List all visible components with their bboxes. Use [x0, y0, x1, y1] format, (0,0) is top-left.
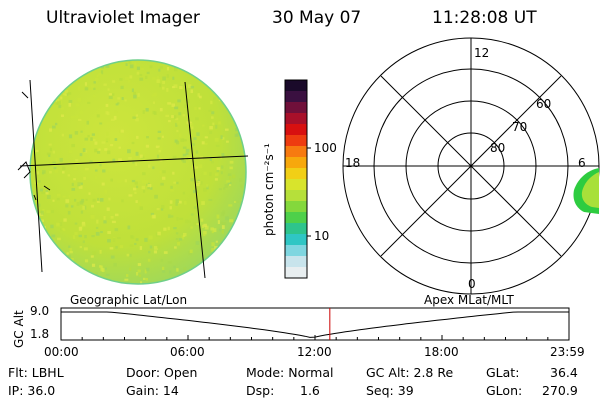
- time-label: 11:28:08 UT: [432, 8, 537, 28]
- status-filter: Flt: LBHL: [8, 365, 64, 380]
- status-glon-label: GLon:: [486, 383, 523, 398]
- geo-grid: [17, 79, 249, 279]
- status-dsp-value: 1.6: [300, 383, 320, 398]
- apex-caption: Apex MLat/MLT: [424, 293, 514, 307]
- colorbar-tick-100: 100: [314, 141, 337, 155]
- x-tick-1800: 18:00: [424, 345, 459, 359]
- mlt-6-label: 6: [578, 156, 586, 170]
- y-tick-top: 9.0: [30, 304, 50, 318]
- mlt-12-label: 12: [474, 46, 490, 60]
- status-door: Door: Open: [126, 365, 198, 380]
- status-dsp-label: Dsp:: [246, 383, 275, 398]
- status-seq: Seq: 39: [366, 383, 414, 398]
- status-gc-alt: GC Alt: 2.8 Re: [366, 365, 454, 380]
- date-label: 30 May 07: [272, 8, 362, 28]
- polar-grid: [342, 37, 600, 295]
- colorbar: [284, 79, 311, 279]
- polar-aurora-patch: [573, 168, 599, 214]
- mlt-18-label: 18: [345, 156, 361, 170]
- lat-70-label: 70: [512, 120, 528, 134]
- status-glon-value: 270.9: [542, 383, 578, 398]
- lat-60-label: 60: [536, 97, 552, 111]
- status-glat-value: 36.4: [550, 365, 578, 380]
- instrument-title: Ultraviolet Imager: [46, 8, 200, 28]
- status-mode: Mode: Normal: [246, 365, 334, 380]
- y-tick-bottom: 1.8: [30, 327, 50, 341]
- lat-80-label: 80: [490, 141, 506, 155]
- geo-caption: Geographic Lat/Lon: [70, 293, 188, 307]
- x-tick-0000: 00:00: [44, 345, 79, 359]
- x-tick-2359: 23:59: [550, 345, 585, 359]
- status-ip: IP: 36.0: [8, 383, 56, 398]
- status-gain: Gain: 14: [126, 383, 179, 398]
- x-tick-1200: 12:00: [297, 345, 332, 359]
- gc-alt-axis-title: GC Alt: [12, 310, 26, 348]
- status-glat-label: GLat:: [486, 365, 520, 380]
- mlt-0-label: 0: [468, 277, 476, 291]
- x-tick-0600: 06:00: [170, 345, 205, 359]
- colorbar-tick-10: 10: [314, 229, 330, 243]
